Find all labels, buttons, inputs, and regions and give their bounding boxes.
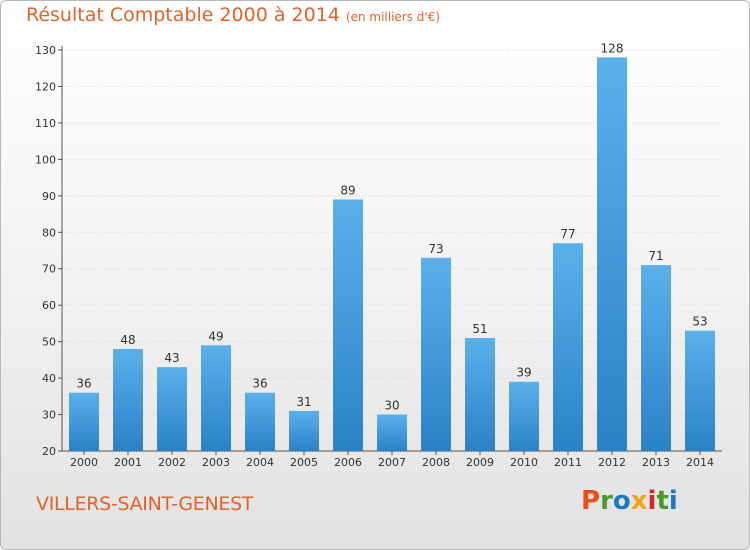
bar	[465, 337, 495, 451]
y-tick-label: 120	[35, 80, 56, 93]
bar-value-label: 89	[340, 183, 355, 197]
x-tick-label: 2006	[334, 456, 362, 469]
bar-value-label: 43	[164, 351, 179, 365]
x-tick-label: 2000	[70, 456, 98, 469]
logo-letter: P	[581, 486, 601, 516]
y-tick-label: 80	[42, 226, 56, 239]
y-tick-label: 50	[42, 336, 56, 349]
logo-letter: i	[647, 486, 657, 516]
x-tick-label: 2009	[466, 456, 494, 469]
logo-letter: o	[612, 486, 631, 516]
bar	[597, 57, 627, 452]
y-tick-label: 100	[35, 153, 56, 166]
x-tick-label: 2001	[114, 456, 142, 469]
bar-value-label: 71	[648, 249, 663, 263]
logo-letter: r	[600, 486, 613, 516]
x-tick-label: 2003	[202, 456, 230, 469]
bar	[201, 345, 231, 451]
bar	[289, 410, 319, 451]
y-tick-label: 40	[42, 372, 56, 385]
x-tick-label: 2013	[642, 456, 670, 469]
x-tick-label: 2010	[510, 456, 538, 469]
y-tick-label: 20	[42, 445, 56, 458]
x-tick-label: 2004	[246, 456, 274, 469]
x-tick-label: 2012	[598, 456, 626, 469]
x-tick-label: 2005	[290, 456, 318, 469]
bar	[113, 348, 143, 451]
bar	[69, 392, 99, 451]
bar-value-label: 48	[120, 333, 135, 347]
bar-value-label: 73	[428, 242, 443, 256]
chart-subtitle: (en milliers d'€)	[345, 10, 441, 24]
bar	[685, 330, 715, 451]
bar	[245, 392, 275, 451]
logo-letter: t	[656, 486, 669, 516]
y-tick-label: 110	[35, 117, 56, 130]
y-tick-label: 30	[42, 409, 56, 422]
chart-title-text: Résultat Comptable 2000 à 2014	[26, 4, 340, 26]
x-tick-label: 2008	[422, 456, 450, 469]
bar-value-label: 53	[692, 315, 707, 329]
y-tick-label: 60	[42, 299, 56, 312]
x-tick-label: 2014	[686, 456, 714, 469]
x-tick-label: 2007	[378, 456, 406, 469]
x-tick-label: 2011	[554, 456, 582, 469]
logo-letter: x	[630, 486, 648, 516]
y-tick-label: 130	[35, 44, 56, 57]
y-tick-label: 70	[42, 263, 56, 276]
bar-value-label: 77	[560, 227, 575, 241]
bar-value-label: 36	[252, 377, 267, 391]
logo-letter: i	[668, 486, 678, 516]
bar-value-label: 36	[76, 377, 91, 391]
bar-value-label: 30	[384, 399, 399, 413]
bar	[157, 367, 187, 451]
x-tick-label: 2002	[158, 456, 186, 469]
bar-value-label: 51	[472, 322, 487, 336]
bar-value-label: 39	[516, 366, 531, 380]
bar	[333, 199, 363, 451]
proxiti-logo: Proxiti	[581, 486, 678, 516]
bar-value-label: 49	[208, 329, 223, 343]
bar-value-label: 128	[601, 41, 624, 55]
y-tick-label: 90	[42, 190, 56, 203]
bar	[641, 265, 671, 451]
bar	[421, 257, 451, 451]
bar-value-label: 31	[296, 395, 311, 409]
chart-title: Résultat Comptable 2000 à 2014 (en millie…	[26, 4, 440, 26]
bar	[553, 243, 583, 451]
commune-name: VILLERS-SAINT-GENEST	[36, 493, 254, 515]
bar	[377, 414, 407, 451]
bar	[509, 381, 539, 451]
